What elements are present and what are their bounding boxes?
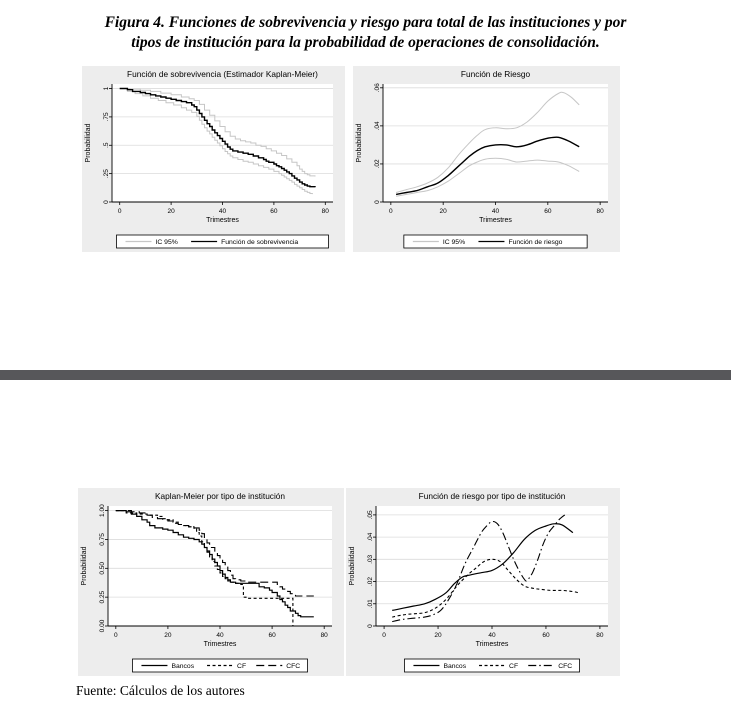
y-tick-label: .5 bbox=[103, 142, 110, 148]
series-survival bbox=[119, 87, 316, 188]
y-tick-label: 0 bbox=[367, 624, 374, 628]
y-tick-label: .01 bbox=[367, 599, 374, 608]
legend-label: Función de sobrevivencia bbox=[221, 239, 298, 246]
series-ci-upper bbox=[119, 88, 316, 177]
x-tick-label: 0 bbox=[389, 208, 393, 215]
chart-title: Kaplan-Meier por tipo de institución bbox=[155, 491, 285, 501]
plot-area bbox=[112, 84, 333, 202]
chart-panel-hazard-by-type: 0 .01 .02 .03 .04 .05 0 20 40 60 80 Trimestres Proba… bbox=[346, 488, 620, 676]
y-tick-label: .75 bbox=[103, 112, 110, 121]
chart-title: Función de Riesgo bbox=[461, 69, 531, 79]
km-by-type-chart: 0.00 0.25 0.50 0.75 1.00 0 20 40 60 80 Trimestres P… bbox=[81, 491, 332, 673]
survival-total-chart: 0 .25 .5 .75 1 0 20 40 60 80 Trimestres Probabilida… bbox=[85, 69, 333, 249]
x-tick-label: 40 bbox=[216, 632, 224, 639]
y-tick-label: .02 bbox=[367, 577, 374, 586]
chart-legend: IC 95% Función de riesgo bbox=[403, 234, 588, 249]
x-tick-label: 0 bbox=[118, 208, 122, 215]
y-axis-label: Probabilidad bbox=[85, 123, 92, 162]
x-tick-label: 20 bbox=[434, 632, 442, 639]
y-tick-label: .04 bbox=[374, 121, 381, 130]
y-tick-label: .04 bbox=[367, 532, 374, 541]
x-axis-label: Trimestres bbox=[204, 641, 237, 648]
legend-label: CF bbox=[509, 663, 518, 670]
x-tick-label: 20 bbox=[164, 632, 172, 639]
x-tick-label: 20 bbox=[440, 208, 448, 215]
series-cf bbox=[115, 510, 294, 626]
x-tick-label: 40 bbox=[488, 632, 496, 639]
legend-label: CF bbox=[237, 663, 246, 670]
figure-title-line2: tipos de institución para la probabilida… bbox=[131, 34, 600, 51]
x-axis-label: Trimestres bbox=[206, 217, 239, 224]
y-axis-label: Probabilidad bbox=[349, 546, 356, 585]
y-tick-label: .05 bbox=[367, 510, 374, 519]
y-tick-label: 0.50 bbox=[99, 562, 106, 575]
series-bancos bbox=[392, 523, 574, 611]
x-tick-label: 40 bbox=[219, 208, 227, 215]
x-tick-label: 80 bbox=[322, 208, 330, 215]
y-tick-label: .06 bbox=[374, 83, 381, 92]
y-tick-label: 0 bbox=[103, 200, 110, 204]
y-tick-label: 1 bbox=[103, 86, 110, 90]
series-hazard bbox=[395, 136, 580, 196]
x-tick-label: 80 bbox=[321, 632, 329, 639]
y-axis-label: Probabilidad bbox=[356, 123, 363, 162]
x-tick-label: 0 bbox=[114, 632, 118, 639]
x-tick-label: 0 bbox=[382, 632, 386, 639]
chart-title: Función de riesgo por tipo de institució… bbox=[419, 491, 566, 501]
figure-title-line1: Figura 4. Funciones de sobrevivencia y r… bbox=[104, 14, 627, 31]
hazard-by-type-chart: 0 .01 .02 .03 .04 .05 0 20 40 60 80 Trimestres Proba… bbox=[349, 491, 608, 673]
legend-label: IC 95% bbox=[443, 239, 465, 246]
x-axis-label: Trimestres bbox=[479, 217, 512, 224]
chart-panel-hazard-total: 0 .02 .04 .06 0 20 40 60 80 Trimestres Probabilida… bbox=[353, 66, 620, 252]
legend-label: CFC bbox=[286, 663, 300, 670]
y-tick-label: 0 bbox=[374, 200, 381, 204]
chart-panel-km-by-type: 0.00 0.25 0.50 0.75 1.00 0 20 40 60 80 Trimestres P… bbox=[78, 488, 344, 676]
legend-label: IC 95% bbox=[156, 239, 178, 246]
series-cfc bbox=[392, 514, 566, 623]
series-ci-upper bbox=[395, 91, 580, 193]
x-tick-label: 80 bbox=[596, 632, 604, 639]
legend-label: Bancos bbox=[171, 663, 194, 670]
series-cfc bbox=[115, 510, 314, 597]
series-ci-lower bbox=[119, 88, 313, 195]
y-tick-label: 1.00 bbox=[99, 504, 106, 517]
page-break-divider bbox=[0, 370, 731, 380]
chart-legend: Bancos CF CFC bbox=[132, 658, 308, 673]
legend-label: Función de riesgo bbox=[508, 239, 562, 246]
x-tick-label: 60 bbox=[542, 632, 550, 639]
x-tick-label: 60 bbox=[270, 208, 278, 215]
x-tick-label: 40 bbox=[492, 208, 500, 215]
x-axis-label: Trimestres bbox=[476, 641, 509, 648]
y-tick-label: 0.00 bbox=[99, 619, 106, 632]
series-ci-lower bbox=[396, 157, 580, 197]
legend-label: CFC bbox=[558, 663, 572, 670]
y-tick-label: 0.25 bbox=[99, 590, 106, 603]
legend-box bbox=[116, 234, 329, 249]
plot-area bbox=[376, 506, 608, 626]
chart-legend: Bancos CF CFC bbox=[404, 658, 580, 673]
chart-panel-survival-total: 0 .25 .5 .75 1 0 20 40 60 80 Trimestres Probabilida… bbox=[82, 66, 345, 252]
y-tick-label: 0.75 bbox=[99, 533, 106, 546]
chart-legend: IC 95% Función de sobrevivencia bbox=[116, 234, 329, 249]
source-note: Fuente: Cálculos de los autores bbox=[76, 683, 245, 698]
y-tick-label: .03 bbox=[367, 554, 374, 563]
y-tick-label: .02 bbox=[374, 159, 381, 168]
x-tick-label: 80 bbox=[597, 208, 605, 215]
y-tick-label: .25 bbox=[103, 169, 110, 178]
chart-title: Función de sobrevivencia (Estimador Kapl… bbox=[127, 69, 318, 79]
plot-area bbox=[383, 84, 608, 202]
x-tick-label: 20 bbox=[167, 208, 175, 215]
legend-label: Bancos bbox=[443, 663, 466, 670]
x-tick-label: 60 bbox=[268, 632, 276, 639]
series-cf bbox=[392, 558, 579, 618]
x-tick-label: 60 bbox=[544, 208, 552, 215]
hazard-total-chart: 0 .02 .04 .06 0 20 40 60 80 Trimestres Probabilida… bbox=[356, 69, 608, 249]
y-axis-label: Probabilidad bbox=[81, 546, 88, 585]
figure-title: Figura 4. Funciones de sobrevivencia y r… bbox=[0, 13, 731, 53]
